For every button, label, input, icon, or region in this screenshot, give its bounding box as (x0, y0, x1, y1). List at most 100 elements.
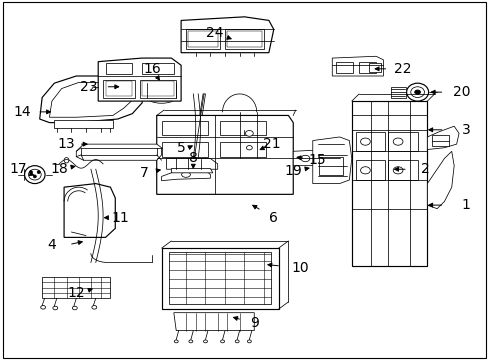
Text: 11: 11 (111, 211, 129, 225)
Ellipse shape (247, 340, 251, 343)
Polygon shape (181, 17, 273, 53)
Bar (387, 160, 417, 180)
Bar (355, 160, 384, 180)
Bar (358, 62, 375, 73)
Text: 9: 9 (249, 316, 258, 330)
Ellipse shape (320, 154, 329, 161)
Ellipse shape (203, 340, 207, 343)
Ellipse shape (92, 306, 97, 309)
Text: 16: 16 (142, 62, 161, 76)
Ellipse shape (37, 171, 40, 174)
Polygon shape (157, 116, 293, 194)
Bar (54, 120, 113, 128)
Bar (185, 30, 220, 49)
Bar (188, 31, 217, 47)
Text: 21: 21 (262, 137, 280, 151)
Ellipse shape (235, 340, 239, 343)
Polygon shape (49, 82, 133, 117)
Polygon shape (161, 248, 278, 309)
Ellipse shape (360, 138, 369, 145)
Bar (368, 63, 380, 72)
Text: 20: 20 (452, 85, 469, 99)
Text: 13: 13 (58, 137, 75, 151)
Polygon shape (351, 101, 427, 266)
Polygon shape (427, 126, 458, 149)
Ellipse shape (301, 155, 309, 162)
Bar (431, 135, 448, 146)
Bar (103, 80, 135, 98)
Text: 3: 3 (461, 123, 470, 137)
Bar (227, 31, 261, 47)
Ellipse shape (28, 169, 41, 180)
Polygon shape (293, 149, 339, 166)
Bar (140, 80, 176, 98)
Bar (220, 121, 266, 135)
Text: 7: 7 (140, 166, 149, 180)
Ellipse shape (220, 340, 224, 343)
Bar (142, 81, 173, 96)
Polygon shape (42, 277, 110, 298)
Ellipse shape (246, 145, 252, 150)
Bar (161, 142, 207, 157)
Ellipse shape (188, 340, 192, 343)
Text: 5: 5 (176, 141, 185, 155)
Bar (224, 30, 264, 49)
Text: 19: 19 (284, 164, 302, 178)
Polygon shape (312, 137, 351, 184)
Text: 14: 14 (14, 105, 31, 119)
Bar (387, 132, 417, 151)
Polygon shape (331, 56, 383, 76)
Polygon shape (76, 144, 161, 160)
Bar (390, 87, 406, 98)
Text: 1: 1 (461, 198, 470, 212)
Polygon shape (166, 158, 217, 169)
Bar (142, 63, 173, 74)
Text: 22: 22 (393, 62, 411, 76)
Polygon shape (173, 313, 254, 330)
Text: 15: 15 (308, 153, 326, 167)
Text: 18: 18 (50, 162, 68, 176)
Ellipse shape (410, 87, 424, 98)
Bar (220, 142, 266, 157)
Text: 2: 2 (420, 162, 428, 176)
Bar (335, 62, 352, 73)
Bar (161, 121, 207, 135)
Polygon shape (193, 94, 205, 158)
Ellipse shape (41, 306, 45, 309)
Ellipse shape (33, 175, 36, 178)
Text: 4: 4 (47, 238, 56, 252)
Ellipse shape (181, 172, 190, 177)
Ellipse shape (392, 138, 402, 145)
Polygon shape (40, 76, 144, 123)
Text: 6: 6 (269, 211, 278, 225)
Polygon shape (171, 168, 212, 173)
Text: 17: 17 (9, 162, 26, 176)
Ellipse shape (72, 306, 77, 310)
Ellipse shape (174, 340, 178, 343)
Bar (105, 63, 132, 74)
Ellipse shape (392, 167, 402, 174)
Ellipse shape (152, 84, 170, 90)
Ellipse shape (64, 158, 69, 163)
Polygon shape (98, 58, 181, 101)
Bar (355, 132, 384, 151)
Polygon shape (64, 184, 115, 237)
Ellipse shape (24, 166, 45, 184)
Ellipse shape (360, 167, 369, 174)
Ellipse shape (406, 83, 427, 101)
Ellipse shape (245, 131, 253, 136)
Text: 10: 10 (291, 261, 309, 275)
Ellipse shape (53, 306, 58, 310)
Bar (105, 81, 132, 96)
Ellipse shape (147, 77, 175, 89)
Text: 23: 23 (80, 80, 97, 94)
Text: 12: 12 (67, 286, 85, 300)
Polygon shape (427, 151, 453, 209)
Bar (168, 252, 271, 304)
Ellipse shape (29, 171, 32, 174)
Bar (319, 157, 343, 175)
Text: 8: 8 (188, 152, 197, 166)
Ellipse shape (414, 90, 420, 94)
Polygon shape (161, 170, 210, 181)
Text: 24: 24 (206, 26, 224, 40)
